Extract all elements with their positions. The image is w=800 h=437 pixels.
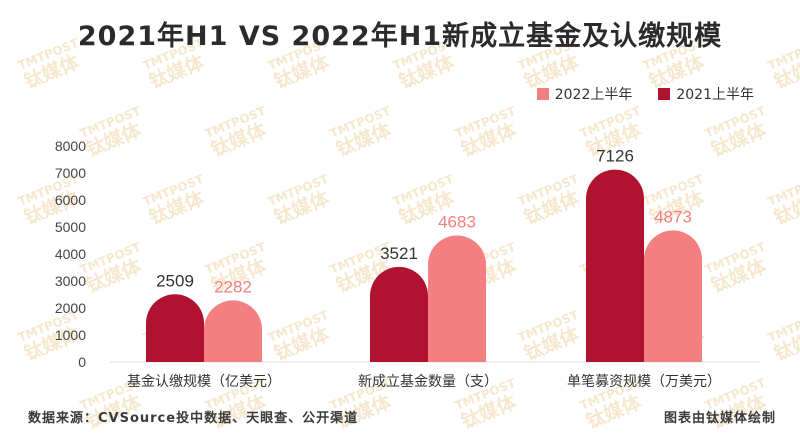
legend-swatch-2021 bbox=[658, 88, 671, 100]
y-tick-label-3: 3000 bbox=[55, 273, 86, 289]
data-label-2022-cat0: 2282 bbox=[214, 277, 252, 296]
bar-2021-cat1 bbox=[370, 266, 428, 362]
y-tick-label-5: 5000 bbox=[55, 219, 86, 235]
x-category-label-2: 单笔募资规模（万美元） bbox=[567, 374, 721, 390]
x-category-label-1: 新成立基金数量（支） bbox=[358, 373, 498, 390]
bar-2022-cat2 bbox=[644, 230, 702, 362]
data-source-note: 数据来源：CVSource投中数据、天眼查、公开渠道 bbox=[28, 411, 359, 426]
bar-2022-cat0 bbox=[204, 300, 262, 362]
y-tick-label-7: 7000 bbox=[55, 165, 86, 181]
chart-title: 2021年H1 VS 2022年H1新成立基金及认缴规模 bbox=[77, 21, 723, 52]
bar-2021-cat2 bbox=[586, 169, 644, 362]
chart-credit: 图表由钛媒体绘制 bbox=[663, 411, 776, 426]
y-tick-label-0: 0 bbox=[78, 354, 86, 370]
data-label-2021-cat2: 7126 bbox=[596, 147, 634, 166]
bar-2021-cat0 bbox=[146, 294, 204, 362]
y-tick-label-6: 6000 bbox=[55, 192, 86, 208]
y-tick-label-4: 4000 bbox=[55, 246, 86, 262]
data-label-2022-cat2: 4873 bbox=[654, 207, 692, 226]
x-category-label-0: 基金认缴规模（亿美元） bbox=[127, 373, 281, 390]
y-tick-label-2: 2000 bbox=[55, 300, 86, 316]
legend-item-2022: 2022上半年 bbox=[536, 84, 633, 104]
data-label-2021-cat1: 3521 bbox=[380, 244, 418, 263]
legend-swatch-2022 bbox=[536, 88, 549, 100]
legend-item-2021: 2021上半年 bbox=[658, 84, 754, 104]
y-tick-label-1: 1000 bbox=[55, 327, 86, 343]
legend-label-2021: 2021上半年 bbox=[676, 87, 754, 103]
bar-2022-cat1 bbox=[428, 235, 486, 362]
y-tick-label-8: 8000 bbox=[55, 138, 86, 154]
data-label-2021-cat0: 2509 bbox=[156, 271, 194, 290]
legend-label-2022: 2022上半年 bbox=[554, 87, 633, 103]
legend: 2022上半年 2021上半年 bbox=[511, 84, 754, 104]
data-label-2022-cat1: 4683 bbox=[438, 213, 476, 232]
